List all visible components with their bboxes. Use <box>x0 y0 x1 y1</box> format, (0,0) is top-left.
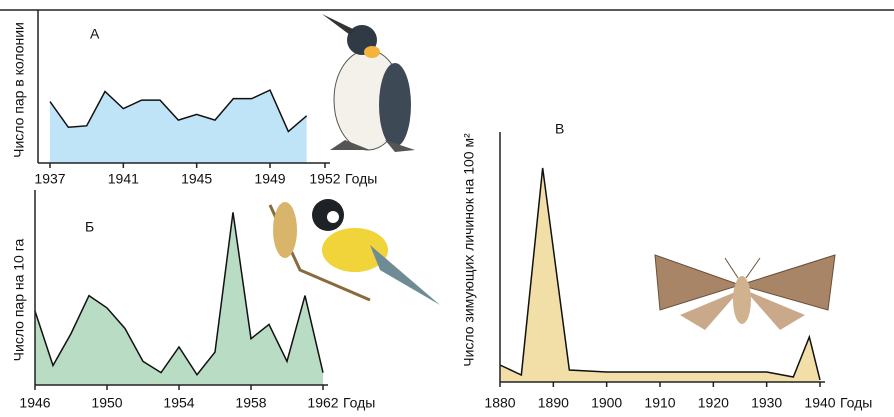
x-tick-label: 1946 <box>19 395 50 411</box>
x-tick-label: 1910 <box>644 395 675 411</box>
x-tick-label: 1962 <box>307 395 338 411</box>
x-axis-label: Годы <box>345 171 377 187</box>
x-tick-label: 1930 <box>751 395 782 411</box>
area-fill <box>500 168 820 382</box>
y-axis-label: Число зимующих личинок на 100 м² <box>461 133 477 367</box>
x-tick-label: 1958 <box>235 395 266 411</box>
panel-letter: В <box>555 121 564 137</box>
x-tick-label: 1890 <box>538 395 569 411</box>
x-tick-label: 1920 <box>698 395 729 411</box>
x-tick-label: 1949 <box>254 171 285 187</box>
panel-letter: А <box>90 26 100 42</box>
area-fill <box>35 212 323 385</box>
x-tick-label: 1945 <box>181 171 212 187</box>
y-axis-label: Число пар на 10 га <box>11 238 27 361</box>
x-tick-label: 1940 <box>804 395 835 411</box>
area-line <box>49 89 308 133</box>
moth-illustration <box>654 254 836 330</box>
x-tick-label: 1880 <box>484 395 515 411</box>
area-fill <box>50 90 307 163</box>
area-line <box>499 167 821 381</box>
penguin-illustration <box>322 14 415 152</box>
area-line <box>34 212 324 377</box>
tit-illustration <box>268 199 440 305</box>
y-axis-label: Число пар в колонии <box>11 22 27 158</box>
x-tick-label: 1941 <box>108 171 139 187</box>
x-axis-label: Годы <box>840 395 872 411</box>
x-tick-label: 1900 <box>591 395 622 411</box>
x-tick-label: 1937 <box>34 171 65 187</box>
x-tick-label: 1952 <box>309 171 340 187</box>
panel-letter: Б <box>85 219 94 235</box>
x-axis-label: Годы <box>343 395 375 411</box>
x-tick-label: 1950 <box>91 395 122 411</box>
x-tick-label: 1954 <box>163 395 194 411</box>
